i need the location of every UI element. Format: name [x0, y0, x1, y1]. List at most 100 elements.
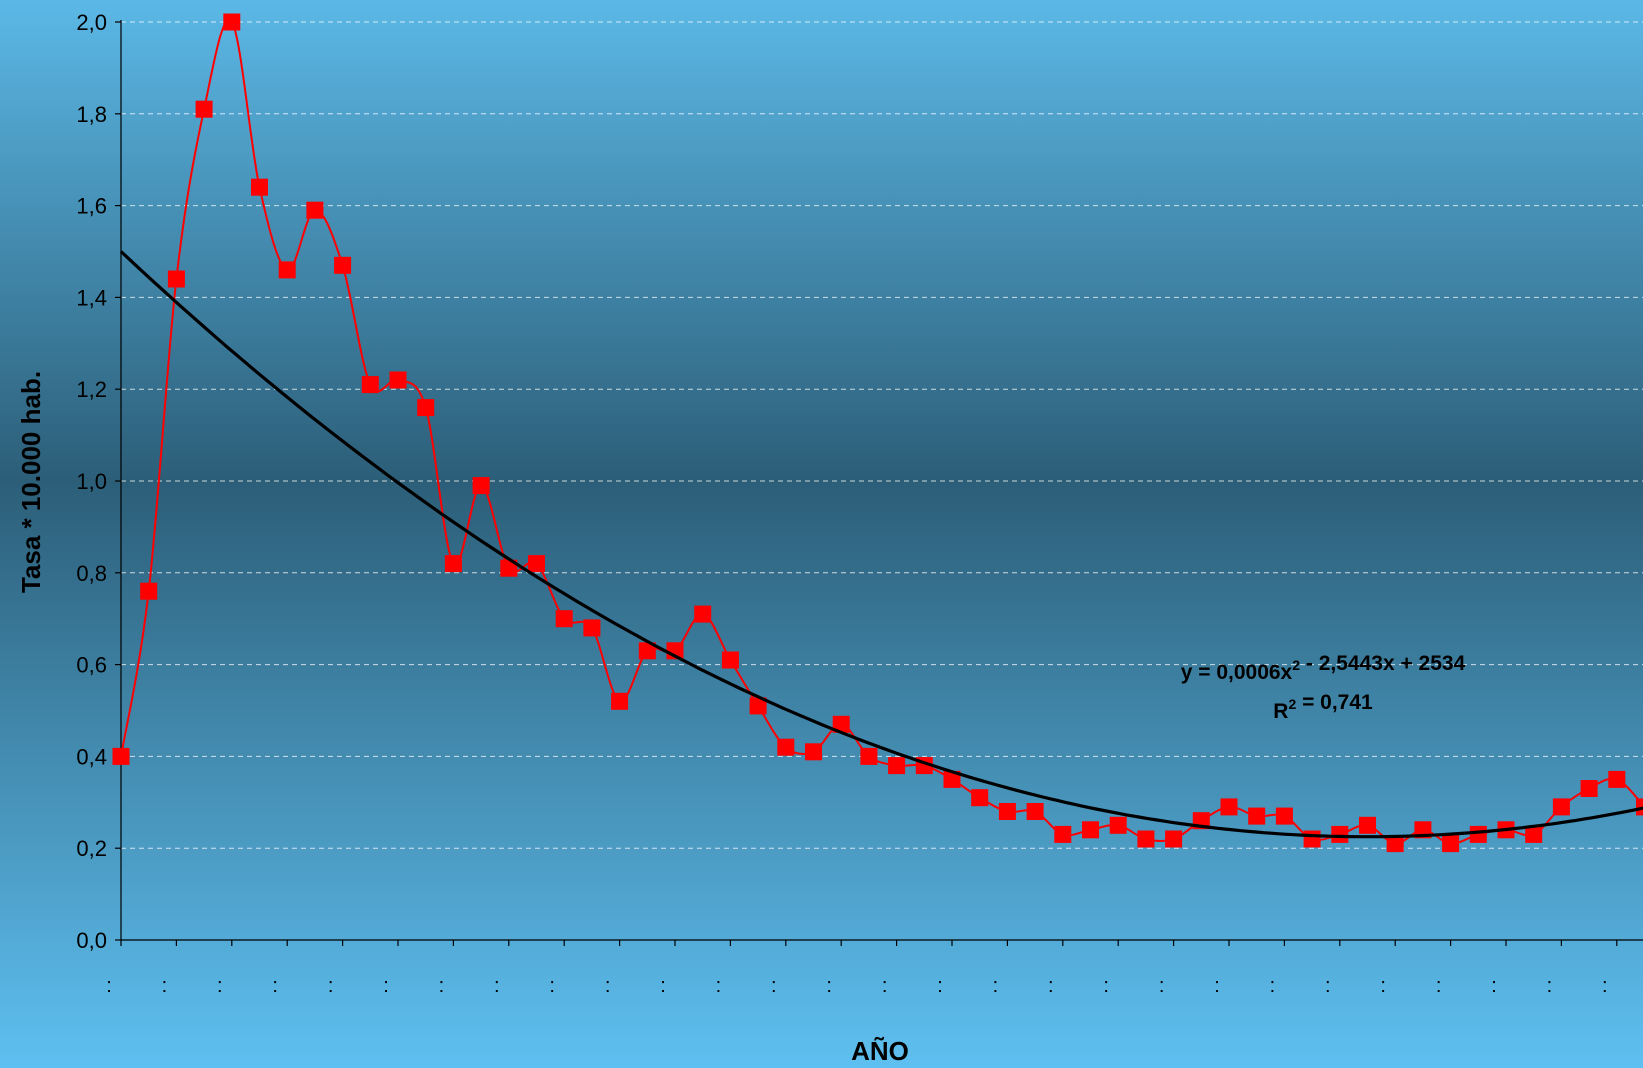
x-tick-label: : — [106, 975, 112, 997]
data-point-marker — [167, 270, 185, 288]
data-point-marker — [1026, 803, 1044, 820]
x-tick-label: : — [993, 975, 999, 997]
x-tick-label: : — [937, 975, 943, 997]
data-point-marker — [638, 642, 656, 660]
series-group — [112, 13, 1643, 853]
data-point-marker — [1082, 821, 1099, 839]
data-point-marker — [1303, 830, 1321, 848]
x-tick-label: : — [605, 975, 611, 997]
data-point-marker — [1636, 798, 1643, 816]
data-point-marker — [1109, 816, 1127, 834]
x-tick-label: : — [1491, 975, 1497, 997]
x-tick-label: : — [1436, 975, 1442, 997]
trendline-equation: y = 0,0006x2 - 2,5443x + 2534 — [1181, 652, 1466, 684]
data-point-marker — [195, 100, 213, 118]
data-point-marker — [1275, 807, 1293, 825]
x-tick-label: : — [826, 975, 832, 997]
x-tick-label: : — [549, 975, 555, 997]
data-point-marker — [1220, 798, 1238, 816]
x-tick-label: : — [162, 975, 168, 997]
data-point-marker — [805, 743, 822, 761]
y-tick-label: 1,6 — [76, 194, 107, 219]
x-tick-label: : — [439, 975, 445, 997]
data-point-marker — [389, 371, 407, 389]
x-tick-label: : — [1547, 975, 1553, 997]
data-point-marker — [888, 757, 906, 775]
data-point-marker — [777, 738, 795, 756]
data-point-marker — [278, 261, 296, 279]
data-point-marker — [611, 692, 629, 710]
data-point-marker — [417, 399, 435, 417]
data-point-marker — [444, 555, 462, 573]
data-point-marker — [721, 651, 739, 669]
x-tick-labels: :::::::::::::::::::::::::::: — [106, 975, 1607, 997]
y-tick-label: 0,0 — [76, 928, 107, 953]
x-tick-label: : — [1380, 975, 1386, 997]
data-point-marker — [749, 697, 767, 715]
x-tick-label: : — [882, 975, 888, 997]
y-tick-label: 1,0 — [76, 469, 107, 494]
y-tick-label: 1,4 — [76, 285, 107, 310]
trendline — [119, 250, 1643, 839]
data-point-marker — [998, 803, 1016, 820]
x-tick-label: : — [660, 975, 666, 997]
y-tick-label: 1,2 — [76, 377, 107, 402]
data-point-marker — [1165, 830, 1183, 848]
x-tick-label: : — [1602, 975, 1608, 997]
data-point-marker — [1137, 830, 1155, 848]
y-tick-labels: 0,0 0,2 0,4 0,6 0,8 1,0 1,2 1,4 1,6 1,8 2,0 — [76, 10, 107, 953]
x-tick-label: : — [494, 975, 500, 997]
data-point-marker — [361, 376, 379, 394]
y-tick-label: 0,8 — [76, 561, 107, 586]
data-point-marker — [583, 619, 601, 637]
x-tick-label: : — [1159, 975, 1165, 997]
x-tick-label: : — [272, 975, 278, 997]
data-point-marker — [112, 747, 130, 765]
data-point-marker — [528, 555, 545, 573]
data-point-marker — [1331, 825, 1349, 843]
data-point-marker — [1580, 780, 1598, 797]
y-tick-label: 0,2 — [76, 836, 107, 861]
x-tick-label: : — [716, 975, 722, 997]
y-tick-label: 0,6 — [76, 653, 107, 678]
data-point-marker — [1442, 835, 1460, 853]
data-point-marker — [860, 747, 878, 765]
data-point-marker — [140, 582, 158, 600]
data-point-marker — [500, 559, 518, 577]
trendline-r-squared: R2 = 0,741 — [1273, 691, 1373, 723]
x-tick-label: : — [1270, 975, 1276, 997]
x-axis-title: AÑO — [851, 1036, 909, 1066]
data-point-marker — [1525, 825, 1543, 843]
data-point-marker — [334, 256, 352, 274]
data-point-marker — [472, 477, 490, 495]
x-tick-label: : — [383, 975, 389, 997]
data-point-marker — [223, 13, 241, 31]
data-point-marker — [306, 201, 324, 219]
x-tick-label: : — [217, 975, 223, 997]
data-point-marker — [943, 770, 961, 788]
y-tick-label: 0,4 — [76, 744, 107, 769]
data-point-marker — [555, 610, 573, 628]
gridlines — [121, 21, 1643, 849]
data-point-marker — [1469, 825, 1487, 843]
data-point-marker — [251, 178, 268, 196]
x-tick-label: : — [1214, 975, 1220, 997]
x-tick-label: : — [328, 975, 334, 997]
data-point-marker — [1248, 807, 1266, 825]
data-point-marker — [694, 605, 712, 623]
x-tick-label: : — [1103, 975, 1109, 997]
data-point-marker — [1359, 816, 1376, 834]
x-tick-label: : — [771, 975, 777, 997]
data-point-marker — [1054, 825, 1072, 843]
x-tick-label: : — [1325, 975, 1331, 997]
y-tick-label: 2,0 — [76, 10, 107, 35]
y-axis-title: Tasa * 10.000 hab. — [16, 371, 46, 593]
data-point-marker — [1552, 798, 1570, 816]
data-point-marker — [971, 789, 989, 807]
trendline-group — [119, 250, 1643, 839]
data-point-marker — [1386, 835, 1404, 853]
x-tick-label: : — [1048, 975, 1054, 997]
data-point-marker — [1608, 770, 1626, 788]
